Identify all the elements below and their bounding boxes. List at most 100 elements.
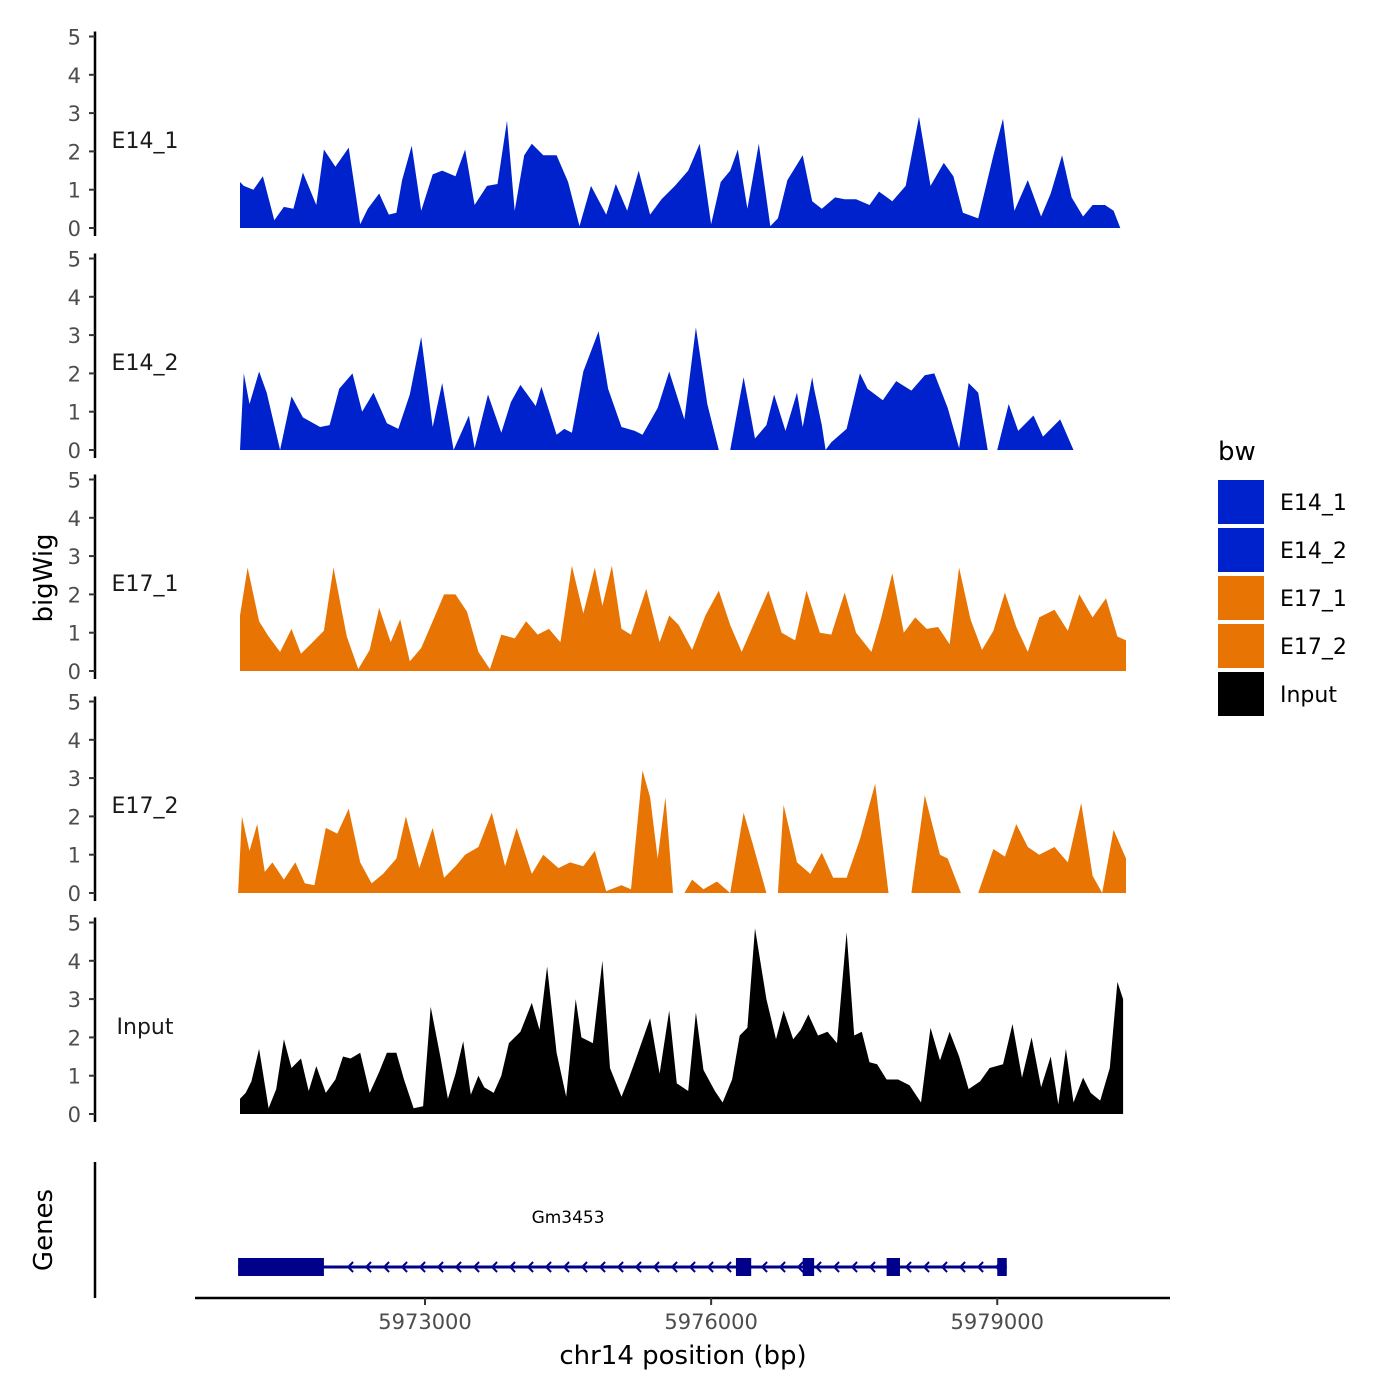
- y-tick-label: 3: [68, 545, 81, 569]
- y-tick-label: 1: [68, 1065, 81, 1089]
- legend-items-group: E14_1 E14_2 E17_1 E17_2 Input: [1218, 480, 1347, 716]
- legend-label: E17_2: [1280, 635, 1347, 660]
- legend-label: E14_2: [1280, 539, 1347, 564]
- legend-swatch: [1218, 528, 1264, 572]
- area-E14_2: [240, 327, 1126, 450]
- y-tick-label: 1: [68, 622, 81, 646]
- strand-arrow: [904, 1261, 912, 1273]
- y-tick-label: 1: [68, 401, 81, 425]
- strand-arrow: [922, 1261, 930, 1273]
- x-tick-label: 5976000: [664, 1310, 758, 1334]
- legend-label: E17_1: [1280, 587, 1347, 612]
- strand-arrow: [832, 1261, 840, 1273]
- legend-swatch: [1218, 624, 1264, 668]
- strand-arrow: [544, 1261, 552, 1273]
- genes-group: Gm3453: [238, 1208, 1007, 1276]
- x-tick-label: 5973000: [378, 1310, 472, 1334]
- strand-arrow: [958, 1261, 966, 1273]
- y-tick-label: 0: [68, 882, 81, 906]
- strand-arrow: [796, 1261, 804, 1273]
- y-tick-label: 4: [68, 507, 81, 531]
- y-tick-label: 5: [68, 248, 81, 272]
- y-tick-label: 4: [68, 729, 81, 753]
- x-axis-title: chr14 position (bp): [559, 1341, 806, 1371]
- legend-title: bw: [1218, 437, 1256, 467]
- y-tick-label: 3: [68, 988, 81, 1012]
- y-tick-label: 5: [68, 469, 81, 493]
- area-E17_2: [238, 770, 1127, 893]
- y-tick-label: 5: [68, 912, 81, 936]
- y-tick-label: 3: [68, 767, 81, 791]
- strand-arrow: [778, 1261, 786, 1273]
- gene-track-label: Genes: [29, 1189, 59, 1271]
- y-tick-label: 3: [68, 324, 81, 348]
- area-Input: [240, 928, 1124, 1114]
- track-E14_2: 0 1 2 3 4 5 E14_2: [68, 248, 1126, 463]
- x-ticks-group: 5973000 5976000 5979000: [378, 1298, 1044, 1334]
- y-tick-label: 5: [68, 26, 81, 50]
- legend-label: Input: [1280, 683, 1337, 708]
- y-tick-label: 2: [68, 805, 81, 829]
- exon: [735, 1258, 752, 1276]
- strand-arrow: [472, 1261, 480, 1273]
- y-tick-label: 2: [68, 362, 81, 386]
- track-E17_2: 0 1 2 3 4 5 E17_2: [68, 691, 1127, 906]
- track-label: Input: [117, 1015, 174, 1040]
- y-tick-label: 0: [68, 217, 81, 241]
- track-Input: 0 1 2 3 4 5 Input: [68, 912, 1124, 1127]
- strand-arrow: [688, 1261, 696, 1273]
- area-E17_1: [240, 565, 1126, 671]
- strand-arrow: [490, 1261, 498, 1273]
- y-tick-label: 1: [68, 179, 81, 203]
- strand-arrow: [814, 1261, 822, 1273]
- y-tick-label: 2: [68, 1026, 81, 1050]
- exon: [886, 1258, 900, 1276]
- legend-swatch: [1218, 576, 1264, 620]
- legend-label: E14_1: [1280, 491, 1347, 516]
- gene-name: Gm3453: [532, 1208, 605, 1228]
- strand-arrow: [706, 1261, 714, 1273]
- strand-arrow: [760, 1261, 768, 1273]
- track-label: E17_1: [112, 572, 179, 597]
- strand-arrow: [382, 1261, 390, 1273]
- strand-arrow: [670, 1261, 678, 1273]
- strand-arrow: [418, 1261, 426, 1273]
- strand-arrow: [508, 1261, 516, 1273]
- strand-arrow: [526, 1261, 534, 1273]
- strand-arrow: [976, 1261, 984, 1273]
- exon: [238, 1258, 324, 1276]
- x-axis: 5973000 5976000 5979000 chr14 position (bp…: [195, 1296, 1170, 1371]
- strand-arrow: [850, 1261, 858, 1273]
- y-tick-label: 4: [68, 64, 81, 88]
- y-tick-label: 2: [68, 583, 81, 607]
- strand-arrow: [436, 1261, 444, 1273]
- y-tick-label: 1: [68, 844, 81, 868]
- strand-arrow: [562, 1261, 570, 1273]
- strand-arrow: [724, 1261, 732, 1273]
- legend-swatch: [1218, 672, 1264, 716]
- exon: [802, 1258, 815, 1276]
- y-tick-label: 4: [68, 286, 81, 310]
- strand-arrow: [400, 1261, 408, 1273]
- strand-arrow: [616, 1261, 624, 1273]
- strand-arrow: [598, 1261, 606, 1273]
- legend-swatch: [1218, 480, 1264, 524]
- y-tick-label: 0: [68, 439, 81, 463]
- exon: [997, 1258, 1007, 1276]
- legend: bw E14_1 E14_2 E17_1 E17_2 Input: [1218, 437, 1347, 716]
- track-E14_1: 0 1 2 3 4 5 E14_1: [68, 26, 1126, 241]
- track-label: E14_1: [112, 129, 179, 154]
- y-tick-label: 4: [68, 950, 81, 974]
- y-tick-label: 3: [68, 102, 81, 126]
- strand-arrow: [346, 1261, 354, 1273]
- strand-arrow: [580, 1261, 588, 1273]
- strand-arrow: [652, 1261, 660, 1273]
- strand-arrow: [454, 1261, 462, 1273]
- strand-arrow: [940, 1261, 948, 1273]
- gene-track: Genes Gm3453: [29, 1162, 1007, 1298]
- track-E17_1: 0 1 2 3 4 5 E17_1: [68, 469, 1126, 684]
- y-tick-label: 5: [68, 691, 81, 715]
- x-tick-label: 5979000: [950, 1310, 1044, 1334]
- y-axis-title: bigWig: [29, 533, 59, 622]
